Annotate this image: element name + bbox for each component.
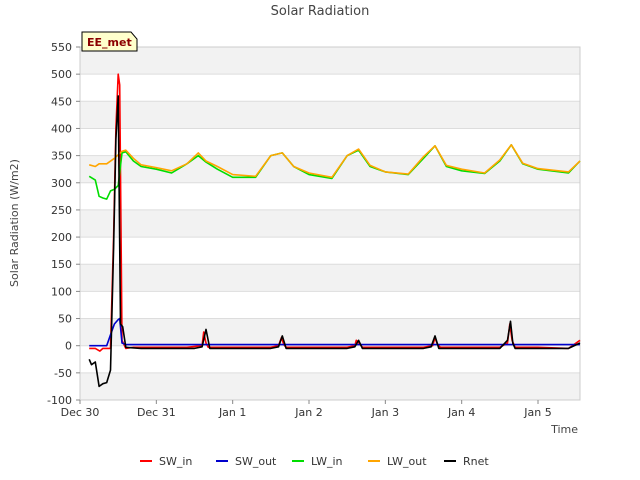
series-line-rnet bbox=[88, 95, 581, 388]
plot-band bbox=[80, 318, 580, 346]
station-badge: EE_met bbox=[81, 31, 138, 52]
y-tick-label: 50 bbox=[58, 313, 72, 326]
y-tick-label: 550 bbox=[51, 41, 72, 54]
x-axis-label: Time bbox=[550, 423, 578, 436]
y-tick-label: 0 bbox=[65, 340, 72, 353]
plot-band bbox=[80, 291, 580, 319]
y-tick-label: 100 bbox=[51, 285, 72, 298]
x-tick-label: Jan 4 bbox=[447, 406, 475, 419]
plot-band bbox=[80, 345, 580, 373]
y-tick-label: 150 bbox=[51, 258, 72, 271]
badge-label: EE_met bbox=[87, 36, 132, 49]
plot-band bbox=[80, 209, 580, 238]
legend-label: SW_in bbox=[159, 455, 192, 468]
y-tick-label: 250 bbox=[51, 204, 72, 217]
y-tick-label: 300 bbox=[51, 177, 72, 190]
y-axis: -100 -50 0 50 100 150 200 250 300 350 400 450 500 550 bbox=[47, 41, 80, 407]
series-line-sw-out bbox=[89, 317, 580, 347]
x-tick-label: Dec 30 bbox=[61, 406, 100, 419]
series-line-lw-out bbox=[88, 144, 581, 179]
legend-label: Rnet bbox=[463, 455, 489, 468]
plot-band bbox=[80, 182, 580, 210]
plot-band bbox=[80, 128, 580, 156]
legend-item: LW_out bbox=[368, 455, 427, 468]
y-tick-label: 350 bbox=[51, 150, 72, 163]
x-axis: Dec 30 Dec 31 Jan 1 Jan 2 Jan 3 Jan 4 Jan 5 bbox=[61, 400, 552, 419]
plot-band bbox=[80, 74, 580, 102]
legend-item: SW_out bbox=[216, 455, 277, 468]
legend-item: LW_in bbox=[292, 455, 343, 468]
plot-band bbox=[80, 47, 580, 75]
legend-item: SW_in bbox=[140, 455, 192, 468]
plot-frame bbox=[79, 46, 581, 401]
legend-label: LW_in bbox=[311, 455, 343, 468]
y-tick-label: -100 bbox=[47, 394, 72, 407]
legend: SW_in SW_out LW_in LW_out Rnet bbox=[140, 455, 489, 468]
x-tick-label: Jan 5 bbox=[523, 406, 551, 419]
y-tick-label: 450 bbox=[51, 95, 72, 108]
plot-band bbox=[80, 101, 580, 129]
chart-title: Solar Radiation bbox=[271, 4, 370, 19]
x-tick-label: Dec 31 bbox=[137, 406, 176, 419]
plot-band bbox=[80, 264, 580, 292]
y-tick-label: 400 bbox=[51, 122, 72, 135]
series-lines bbox=[88, 73, 581, 388]
badge-shape bbox=[81, 31, 138, 52]
y-tick-label: 500 bbox=[51, 68, 72, 81]
y-axis-label: Solar Radiation (W/m2) bbox=[8, 159, 21, 287]
legend-label: LW_out bbox=[387, 455, 427, 468]
x-tick-label: Jan 2 bbox=[294, 406, 322, 419]
y-tick-label: -50 bbox=[54, 367, 72, 380]
legend-label: SW_out bbox=[235, 455, 277, 468]
x-tick-label: Jan 3 bbox=[371, 406, 399, 419]
legend-item: Rnet bbox=[444, 455, 489, 468]
x-tick-label: Jan 1 bbox=[218, 406, 246, 419]
y-tick-label: 200 bbox=[51, 231, 72, 244]
plot-band bbox=[80, 372, 580, 400]
plot-band bbox=[80, 237, 580, 265]
